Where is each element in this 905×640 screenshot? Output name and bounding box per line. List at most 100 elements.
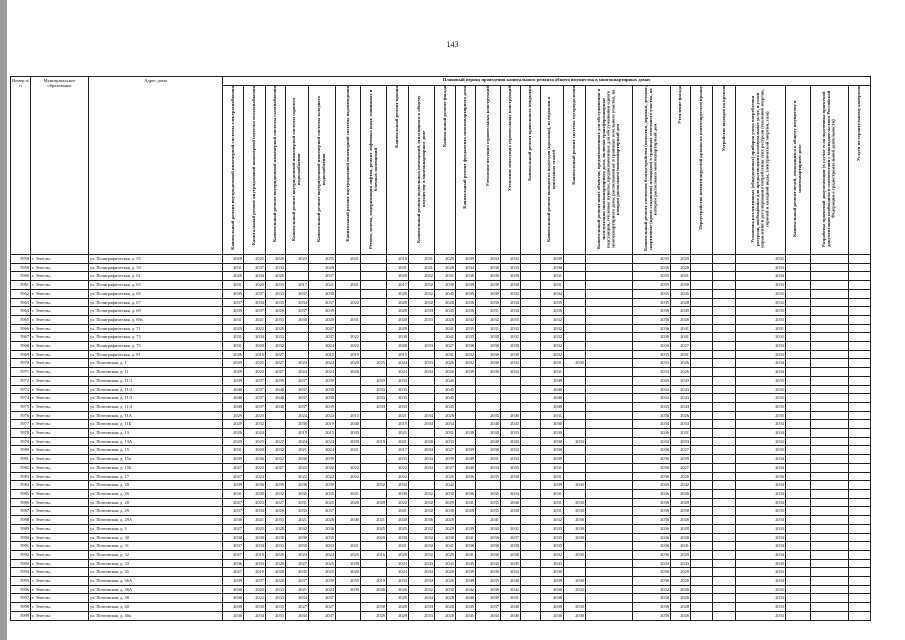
row-year-cell: 2045 xyxy=(434,384,456,395)
row-municipality: г. Энгельс xyxy=(30,419,89,430)
row-year-cell: 2023 xyxy=(243,367,266,377)
row-year-cell xyxy=(712,523,736,534)
row-year-cell: 2036 xyxy=(285,454,309,464)
row-number: 5981 xyxy=(10,454,31,464)
row-year-cell: 2034 xyxy=(735,462,786,473)
row-year-cell xyxy=(563,297,586,308)
row-year-cell: 2031 xyxy=(540,506,564,517)
row-year-cell: 2036 xyxy=(408,515,435,525)
row-year-cell: 2024 xyxy=(243,471,266,482)
row-year-cell: 2032 xyxy=(408,541,435,551)
row-year-cell xyxy=(520,567,541,577)
row-year-cell xyxy=(520,523,541,534)
row-year-cell xyxy=(585,349,633,360)
row-year-cell xyxy=(563,454,586,464)
row-year-cell xyxy=(360,341,387,351)
row-year-cell xyxy=(360,445,387,456)
row-year-cell xyxy=(810,558,849,569)
row-year-cell: 2015 xyxy=(386,349,409,360)
row-year-cell xyxy=(810,271,849,282)
row-year-cell: 2017 xyxy=(285,280,309,290)
row-year-cell xyxy=(265,410,286,421)
row-year-cell: 2040 xyxy=(500,410,521,421)
row-municipality: г. Энгельс xyxy=(30,541,89,551)
row-year-cell xyxy=(475,393,501,403)
row-year-cell: 2043 xyxy=(670,375,691,386)
row-year-cell: 2036 xyxy=(632,428,671,438)
row-year-cell: 2028 xyxy=(386,549,409,560)
row-address: ул. Почтовская, д. 28 xyxy=(88,497,223,508)
column-header: Утепление несущих строительных конструкц… xyxy=(475,85,501,255)
row-year-cell: 2026 xyxy=(670,358,691,369)
row-year-cell: 2026 xyxy=(265,306,286,316)
row-year-cell: 2034 xyxy=(408,419,435,430)
row-year-cell xyxy=(785,401,811,412)
row-year-cell xyxy=(500,515,521,525)
row-year-cell: 2037 xyxy=(243,288,266,299)
row-year-cell: 2040 xyxy=(540,401,564,412)
row-year-cell: 2023 xyxy=(243,497,266,508)
row-year-cell: 2036 xyxy=(475,532,501,543)
row-year-cell: 2042 xyxy=(500,584,521,595)
row-year-cell: 2036 xyxy=(632,445,671,456)
row-address: ул. Полиграфическая, д. 81 xyxy=(88,349,223,360)
row-year-cell: 2036 xyxy=(632,523,671,534)
row-year-cell xyxy=(585,506,633,517)
row-municipality: г. Энгельс xyxy=(30,576,89,586)
row-year-cell: 2030 xyxy=(475,541,501,551)
column-header-label: Капитальный ремонт фундамента многокварт… xyxy=(462,86,468,209)
row-year-cell: 2032 xyxy=(265,341,286,351)
row-year-cell xyxy=(847,419,872,430)
row-year-cell: 2022 xyxy=(386,471,409,482)
row-year-cell: 2032 xyxy=(540,314,564,325)
row-municipality: г. Энгельс xyxy=(30,332,89,343)
row-year-cell xyxy=(360,558,387,569)
row-year-cell: 2033 xyxy=(735,262,786,273)
row-year-cell xyxy=(810,367,849,377)
row-year-cell: 2021 xyxy=(285,584,309,595)
row-year-cell: 2020 xyxy=(243,280,266,290)
row-year-cell: 2043 xyxy=(434,558,456,569)
row-year-cell: 2030 xyxy=(386,489,409,499)
table-row: 5989 г. Энгельс ул. Почтовская, д. 3 2027 20… xyxy=(10,523,872,534)
row-year-cell: 2025 xyxy=(243,410,266,421)
row-year-cell xyxy=(335,323,361,334)
row-year-cell xyxy=(563,445,586,456)
row-year-cell: 2030 xyxy=(670,489,691,499)
row-year-cell xyxy=(408,332,435,343)
row-year-cell: 2030 xyxy=(475,445,501,456)
row-year-cell: 2034 xyxy=(735,532,786,543)
row-year-cell: 2033 xyxy=(265,280,286,290)
row-year-cell: 2033 xyxy=(265,610,286,621)
row-year-cell xyxy=(520,367,541,377)
row-year-cell xyxy=(847,436,872,447)
row-year-cell xyxy=(335,602,361,612)
row-year-cell: 2028 xyxy=(265,523,286,534)
row-address: ул. Полиграфическая, д. 55 xyxy=(88,254,223,264)
row-year-cell xyxy=(712,489,736,499)
row-year-cell: 2032 xyxy=(408,497,435,508)
row-year-cell: 2030 xyxy=(335,558,361,569)
row-year-cell xyxy=(563,341,586,351)
row-year-cell: 2043 xyxy=(408,558,435,569)
row-year-cell: 2042 xyxy=(670,480,691,490)
row-year-cell xyxy=(585,602,633,612)
row-year-cell: 2026 xyxy=(265,506,286,517)
row-year-cell xyxy=(810,576,849,586)
row-year-cell xyxy=(847,471,872,482)
row-number: 5973 xyxy=(10,384,31,395)
row-year-cell: 2029 xyxy=(670,497,691,508)
row-year-cell xyxy=(408,349,435,360)
row-year-cell: 2031 xyxy=(475,323,501,334)
row-municipality: г. Энгельс xyxy=(30,445,89,456)
row-year-cell: 2033 xyxy=(360,384,387,395)
row-year-cell xyxy=(585,436,633,447)
row-year-cell: 2040 xyxy=(540,384,564,395)
row-year-cell: 2038 xyxy=(455,271,476,282)
row-year-cell: 2040 xyxy=(335,419,361,430)
row-number: 5977 xyxy=(10,419,31,430)
row-year-cell: 2028 xyxy=(434,515,456,525)
row-year-cell xyxy=(520,489,541,499)
row-year-cell: 2024 xyxy=(308,445,336,456)
row-year-cell xyxy=(712,593,736,604)
